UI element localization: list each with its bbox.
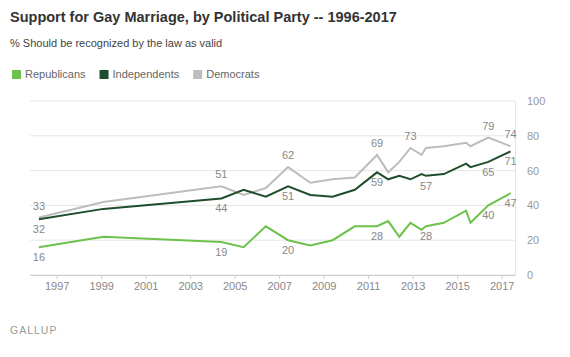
legend-swatch: [12, 70, 21, 79]
grid-line: [30, 101, 515, 102]
legend-label: Republicans: [25, 68, 86, 80]
legend-label: Democrats: [206, 68, 260, 80]
data-label: 79: [482, 120, 494, 132]
data-label: 19: [215, 246, 227, 258]
data-label: 62: [282, 149, 294, 161]
data-label: 40: [482, 209, 494, 221]
data-label: 44: [215, 202, 227, 214]
data-label: 74: [504, 128, 516, 140]
legend-swatch: [193, 70, 202, 79]
data-label: 33: [33, 200, 45, 212]
x-tick: 2009: [312, 275, 336, 292]
x-tick: 2005: [223, 275, 247, 292]
x-tick-label: 2003: [178, 280, 202, 292]
data-label: 51: [215, 168, 227, 180]
y-tick: 0: [515, 269, 533, 281]
x-tick-label: 2015: [445, 280, 469, 292]
x-tick-label: 2005: [223, 280, 247, 292]
x-tick-mark: [146, 275, 147, 279]
y-tick: 40: [515, 199, 539, 211]
x-tick: 2007: [267, 275, 291, 292]
data-label: 57: [420, 180, 432, 192]
y-tick-label: 100: [527, 95, 545, 107]
data-label: 32: [33, 223, 45, 235]
lines: [39, 138, 511, 248]
legend-item: Democrats: [193, 68, 260, 80]
x-tick: 2015: [445, 275, 469, 292]
legend-item: Independents: [100, 68, 180, 80]
x-tick: 2003: [178, 275, 202, 292]
data-label: 28: [371, 230, 383, 242]
legend-label: Independents: [113, 68, 180, 80]
x-tick: 2013: [401, 275, 425, 292]
y-tick-label: 20: [527, 234, 539, 246]
grid: [30, 101, 515, 275]
chart: Support for Gay Marriage, by Political P…: [0, 0, 570, 357]
x-tick-label: 2013: [401, 280, 425, 292]
x-tick-label: 1999: [89, 280, 113, 292]
x-tick: 2017: [490, 275, 514, 292]
grid-line: [30, 170, 515, 171]
series-line: [39, 193, 511, 247]
x-tick-mark: [101, 275, 102, 279]
data-label: 51: [282, 190, 294, 202]
x-tick-mark: [457, 275, 458, 279]
y-tick-label: 80: [527, 130, 539, 142]
x-tick-label: 2009: [312, 280, 336, 292]
x-tick: 1999: [89, 275, 113, 292]
y-tick-label: 60: [527, 165, 539, 177]
data-label: 59: [371, 176, 383, 188]
x-tick-mark: [279, 275, 280, 279]
y-tick: 80: [515, 130, 539, 142]
source: GALLUP: [10, 324, 57, 336]
x-tick: 1997: [45, 275, 69, 292]
x-tick: 2011: [357, 275, 381, 292]
data-label: 73: [404, 130, 416, 142]
data-label: 20: [282, 244, 294, 256]
title: Support for Gay Marriage, by Political P…: [10, 9, 397, 25]
data-label: 28: [420, 230, 432, 242]
x-tick-mark: [324, 275, 325, 279]
data-label: 16: [33, 251, 45, 263]
grid-line: [30, 240, 515, 241]
series-line: [39, 151, 511, 219]
x-tick-label: 2001: [134, 280, 158, 292]
x-tick-mark: [368, 275, 369, 279]
x-axis-line: [31, 275, 516, 276]
y-tick: 100: [515, 95, 545, 107]
grid-line: [30, 135, 515, 136]
x-tick-label: 2007: [267, 280, 291, 292]
x-tick-label: 2011: [357, 280, 381, 292]
x-tick: 2001: [134, 275, 158, 292]
x-tick-mark: [413, 275, 414, 279]
x-axis: 1997 1999 2001 2003 2005 2007 2009 2011 2013 2015…: [31, 275, 516, 292]
x-tick-label: 1997: [45, 280, 69, 292]
data-label: 65: [482, 166, 494, 178]
legend: Republicans Independents Democrats: [12, 68, 260, 80]
data-label: 47: [504, 197, 516, 209]
y-axis: 0 20 40 60 80 100: [515, 95, 545, 281]
y-tick: 20: [515, 234, 539, 246]
x-tick-mark: [502, 275, 503, 279]
legend-swatch: [100, 70, 109, 79]
y-tick-label: 40: [527, 199, 539, 211]
y-tick-label: 0: [527, 269, 533, 281]
data-labels: 16 19 20 28 28 40 47 32 44 51 59 57 65 71 33 51 62 69 73 79…: [33, 120, 517, 264]
y-tick: 60: [515, 165, 539, 177]
data-label: 69: [371, 137, 383, 149]
data-label: 71: [504, 155, 516, 167]
grid-line: [30, 205, 515, 206]
grid-line: [30, 275, 515, 276]
x-tick-label: 2017: [490, 280, 514, 292]
x-tick-mark: [57, 275, 58, 279]
subtitle: % Should be recognized by the law as val…: [10, 37, 222, 49]
x-tick-mark: [235, 275, 236, 279]
x-tick-mark: [190, 275, 191, 279]
series-line: [39, 138, 511, 218]
legend-item: Republicans: [12, 68, 86, 80]
